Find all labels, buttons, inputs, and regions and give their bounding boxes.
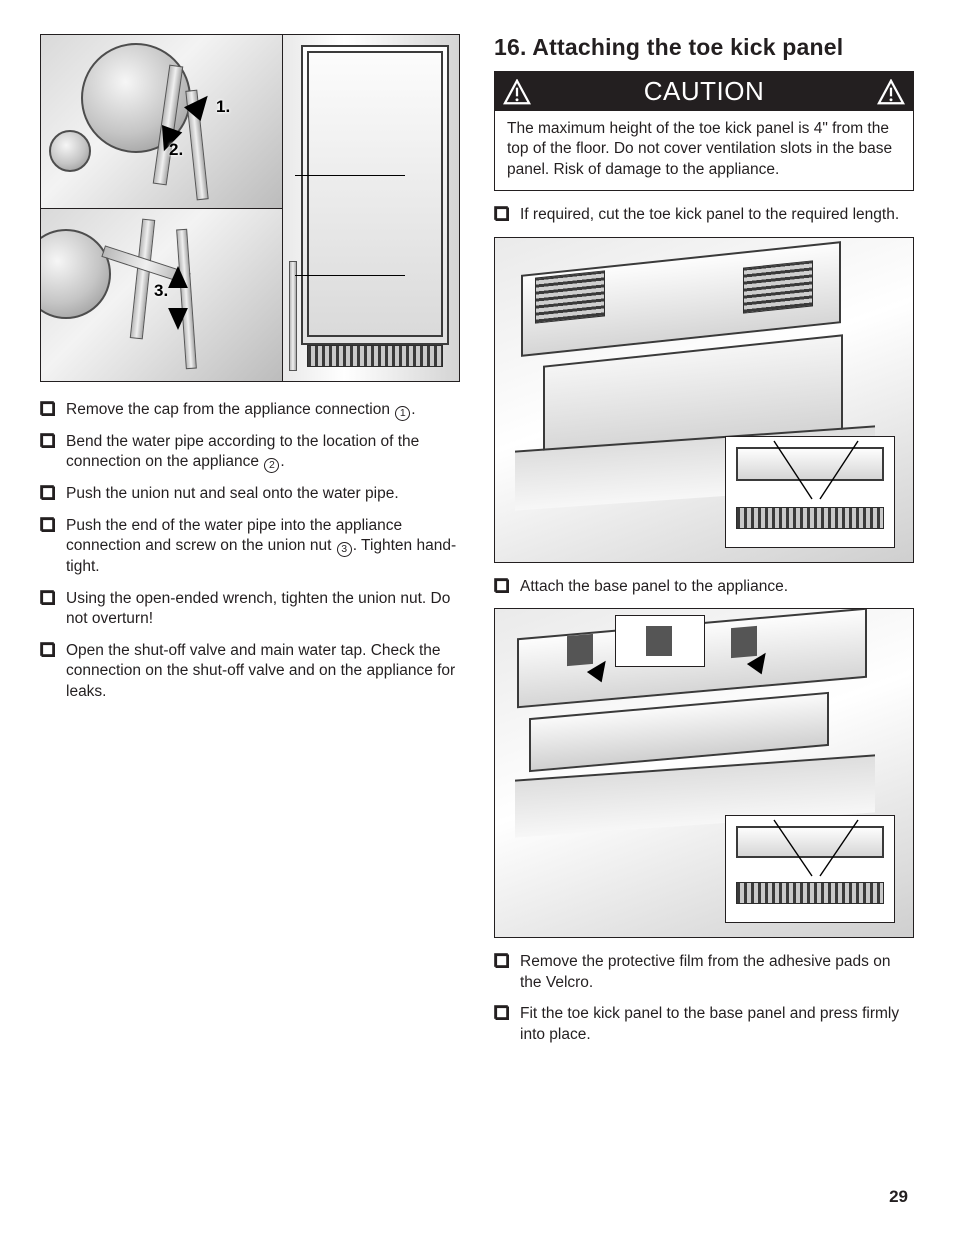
list-item: Remove the protective film from the adhe…: [494, 952, 914, 993]
page-number: 29: [889, 1187, 908, 1207]
step-text: Using the open-ended wrench, tighten the…: [66, 589, 460, 630]
figure-panel-appliance: [283, 35, 459, 381]
bullet-icon: [494, 577, 520, 593]
caution-label: CAUTION: [644, 76, 765, 107]
bullet-icon: [40, 484, 66, 500]
bullet-icon: [40, 432, 66, 448]
list-item: If required, cut the toe kick panel to t…: [494, 205, 914, 225]
right-column: 16. Attaching the toe kick panel CAUTION…: [494, 34, 914, 1056]
figure-water-connection: 1. 2. 3.: [40, 34, 460, 382]
bullet-icon: [40, 589, 66, 605]
callout-3: 3.: [154, 281, 168, 301]
left-column: 1. 2. 3.: [40, 34, 460, 1056]
list-item: Remove the cap from the appliance connec…: [40, 400, 460, 421]
bullet-icon: [40, 400, 66, 416]
section-heading: 16. Attaching the toe kick panel: [494, 34, 914, 61]
warning-icon: [503, 79, 531, 105]
caution-box: CAUTION The maximum height of the toe ki…: [494, 71, 914, 191]
step-text: If required, cut the toe kick panel to t…: [520, 205, 914, 225]
reference-number-icon: 2: [264, 458, 279, 473]
step-text: Attach the base panel to the appliance.: [520, 577, 914, 597]
step-text: Bend the water pipe according to the loc…: [66, 432, 460, 473]
right-steps-a: If required, cut the toe kick panel to t…: [494, 205, 914, 225]
list-item: Push the end of the water pipe into the …: [40, 516, 460, 578]
figure-panel-bottom: 3.: [41, 208, 282, 382]
callout-2: 2.: [169, 140, 183, 160]
step-text: Fit the toe kick panel to the base panel…: [520, 1004, 914, 1045]
warning-icon: [877, 79, 905, 105]
list-item: Bend the water pipe according to the loc…: [40, 432, 460, 473]
step-text: Remove the protective film from the adhe…: [520, 952, 914, 993]
list-item: Fit the toe kick panel to the base panel…: [494, 1004, 914, 1045]
step-text: Push the end of the water pipe into the …: [66, 516, 460, 578]
list-item: Open the shut-off valve and main water t…: [40, 641, 460, 702]
bullet-icon: [40, 516, 66, 532]
bullet-icon: [494, 1004, 520, 1020]
reference-number-icon: 3: [337, 542, 352, 557]
step-text: Remove the cap from the appliance connec…: [66, 400, 460, 421]
figure-toe-kick: [494, 608, 914, 938]
step-text: Open the shut-off valve and main water t…: [66, 641, 460, 702]
list-item: Using the open-ended wrench, tighten the…: [40, 589, 460, 630]
caution-body: The maximum height of the toe kick panel…: [495, 111, 913, 190]
bullet-icon: [40, 641, 66, 657]
list-item: Attach the base panel to the appliance.: [494, 577, 914, 597]
step-text: Push the union nut and seal onto the wat…: [66, 484, 460, 504]
caution-header: CAUTION: [495, 72, 913, 111]
left-steps-list: Remove the cap from the appliance connec…: [40, 400, 460, 702]
bullet-icon: [494, 205, 520, 221]
right-steps-c: Remove the protective film from the adhe…: [494, 952, 914, 1045]
bullet-icon: [494, 952, 520, 968]
figure-panel-top: 1. 2.: [41, 35, 282, 208]
reference-number-icon: 1: [395, 406, 410, 421]
callout-1: 1.: [216, 97, 230, 117]
figure-base-panel: [494, 237, 914, 563]
list-item: Push the union nut and seal onto the wat…: [40, 484, 460, 504]
right-steps-b: Attach the base panel to the appliance.: [494, 577, 914, 597]
